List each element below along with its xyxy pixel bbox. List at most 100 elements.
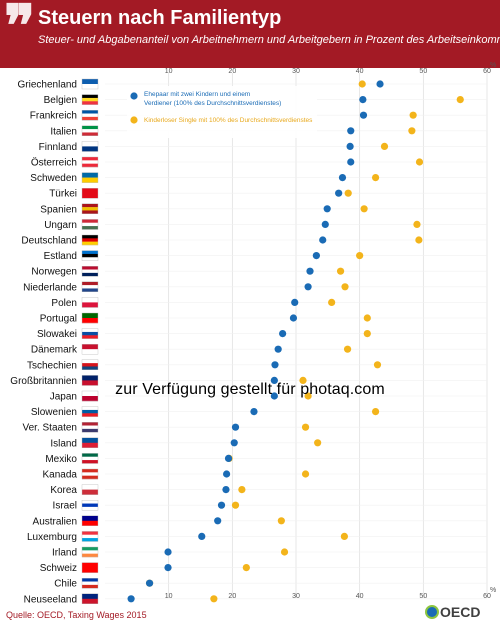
chart-title: Steuern nach Familientyp [38, 7, 282, 29]
country-label: Ver. Staaten [23, 423, 78, 434]
flag-icon [81, 453, 99, 464]
flag-stripe [82, 226, 98, 230]
point-single [358, 80, 366, 88]
flag-icon [81, 203, 99, 215]
flag-stripe [82, 302, 98, 308]
country-label: Frankreich [30, 111, 77, 122]
country-label: Ungarn [44, 220, 77, 231]
point-single [415, 236, 423, 244]
flag-icon [81, 593, 99, 604]
legend-label-single: Kinderloser Single mit 100% des Durchsch… [144, 117, 313, 124]
flag-icon [81, 375, 99, 386]
country-label: Österreich [31, 157, 77, 169]
point-single [304, 392, 312, 400]
country-label: Griechenland [18, 80, 77, 91]
x-tick-label-top: 20 [228, 68, 236, 75]
flag-icon [81, 266, 99, 277]
flag-stripe [82, 531, 98, 535]
country-label: Australien [33, 516, 77, 527]
flag-stripe [82, 550, 98, 554]
point-single [456, 96, 464, 104]
flag-stripe [82, 584, 98, 589]
point-single [360, 205, 368, 213]
point-ehepaar [376, 80, 384, 88]
point-single [314, 439, 322, 447]
point-ehepaar [346, 142, 354, 150]
country-label: Schweiz [40, 563, 77, 574]
flag-stripe [82, 101, 98, 105]
point-ehepaar [306, 267, 314, 275]
flag-stripe [82, 266, 98, 270]
flag-icon [81, 94, 99, 105]
flag-icon [81, 187, 99, 199]
flag-icon [81, 78, 99, 90]
flag-icon [81, 312, 99, 324]
point-single [409, 111, 417, 119]
flag-stripe [82, 210, 98, 214]
flag-stripe [82, 219, 98, 223]
flag-stripe [82, 79, 98, 85]
point-ehepaar [270, 392, 278, 400]
point-single [328, 298, 336, 306]
source-note: Quelle: OECD, Taxing Wages 2015 [6, 610, 147, 620]
flag-stripe [82, 125, 98, 130]
point-ehepaar [359, 111, 368, 119]
flag-stripe [82, 241, 98, 246]
flag-stripe [82, 94, 98, 99]
x-tick-label-top: 50 [419, 68, 427, 75]
flag-icon [81, 219, 99, 230]
flag-stripe [82, 160, 98, 164]
flag-stripe [82, 472, 98, 476]
flag-icon [81, 250, 99, 261]
flag-stripe [82, 235, 98, 239]
x-tick-label-bottom: 10 [165, 593, 173, 600]
point-ehepaar [224, 454, 233, 462]
point-ehepaar [230, 439, 238, 447]
flag-stripe [82, 344, 98, 350]
point-ehepaar [198, 532, 206, 541]
flag-stripe [82, 581, 98, 586]
flag-icon [81, 390, 99, 402]
flag-stripe [82, 132, 98, 136]
point-single [242, 564, 250, 572]
flag-stripe [82, 110, 98, 114]
x-tick-label-bottom: 50 [419, 593, 427, 600]
country-label: Slowenien [31, 407, 77, 418]
flag-icon [81, 344, 99, 355]
point-single [277, 517, 285, 525]
point-single [380, 142, 389, 150]
flag-stripe [82, 475, 98, 480]
flag-stripe [82, 253, 98, 258]
flag-stripe [82, 285, 98, 289]
oecd-globe-icon [425, 605, 439, 619]
country-label: Belgien [44, 95, 77, 106]
point-single [340, 532, 348, 541]
x-tick-label-bottom: 60 [483, 593, 491, 600]
point-single [344, 189, 352, 197]
point-ehepaar [127, 595, 135, 603]
flag-stripe [82, 349, 98, 355]
flag-stripe [82, 489, 98, 495]
flag-stripe [82, 428, 98, 433]
point-ehepaar [271, 361, 279, 369]
point-single [371, 408, 380, 416]
legend-marker-ehepaar [130, 92, 138, 100]
flag-stripe [82, 157, 98, 161]
point-ehepaar [312, 252, 320, 260]
country-label: Luxemburg [27, 532, 77, 543]
flag-stripe [82, 598, 98, 604]
country-label: Spanien [40, 204, 77, 215]
point-ehepaar [321, 220, 329, 228]
x-tick-label-bottom: 40 [356, 593, 364, 600]
point-single [336, 267, 345, 275]
country-label: Israel [53, 501, 77, 512]
flag-stripe [82, 442, 98, 448]
flag-stripe [82, 503, 98, 508]
flag-icon [81, 125, 99, 137]
flag-stripe [82, 203, 98, 208]
flag-stripe [82, 484, 98, 490]
flag-stripe [82, 363, 98, 367]
flag-icon [81, 468, 99, 480]
legend-marker-single [130, 116, 138, 124]
point-ehepaar [319, 236, 327, 244]
